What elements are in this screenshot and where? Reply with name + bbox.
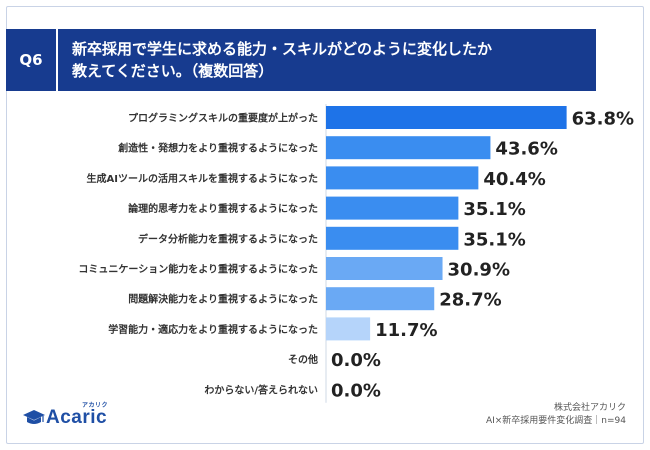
- category-label: コミュニケーション能力をより重視するようになった: [78, 263, 318, 276]
- bar: [326, 226, 459, 250]
- value-label: 63.8%: [572, 109, 634, 130]
- question-title: 新卒採用で学生に求める能力・スキルがどのように変化したか 教えてください。（複数…: [58, 29, 596, 91]
- value-label: 40.4%: [483, 169, 545, 190]
- bar: [326, 136, 491, 160]
- bar: [326, 166, 479, 190]
- category-label: 論理的思考力をより重視するようになった: [128, 202, 318, 215]
- bar: [326, 196, 459, 220]
- value-label: 11.7%: [375, 320, 437, 341]
- category-label: 生成AIツールの活用スキルを重視するようになった: [87, 172, 318, 185]
- value-label: 43.6%: [495, 139, 557, 160]
- footer-company: 株式会社アカリク: [553, 403, 626, 413]
- question-title-line-2: 教えてください。（複数回答）: [72, 62, 274, 80]
- footer-survey: AI×新卒採用要件変化調査｜n=94: [485, 416, 626, 426]
- footer-credit: 株式会社アカリク AI×新卒採用要件変化調査｜n=94: [486, 402, 626, 428]
- category-label: プログラミングスキルの重要度が上がった: [128, 112, 318, 125]
- logo-wordmark: Acaric アカリク: [46, 402, 108, 429]
- value-label: 35.1%: [463, 199, 525, 220]
- value-label: 28.7%: [439, 290, 501, 311]
- value-label: 30.9%: [448, 260, 510, 281]
- category-label: 学習能力・適応力をより重視するようになった: [108, 323, 318, 336]
- bar: [326, 287, 435, 311]
- value-label: 35.1%: [463, 229, 525, 250]
- category-label: データ分析能力を重視するようになった: [138, 232, 318, 245]
- graduation-cap-icon: [23, 410, 45, 424]
- value-label: 0.0%: [331, 380, 381, 401]
- bar: [326, 257, 443, 280]
- logo-ruby: アカリク: [82, 402, 109, 409]
- category-label: その他: [288, 353, 318, 366]
- category-label: わからない/答えられない: [204, 383, 318, 396]
- question-badge: Q6: [6, 29, 56, 91]
- bar: [326, 317, 371, 341]
- bar: [326, 106, 567, 129]
- question-title-line-1: 新卒採用で学生に求める能力・スキルがどのように変化したか: [72, 40, 493, 58]
- chart-bars: プログラミングスキルの重要度が上がった 63.8% 創造性・発想力をより重視するよう…: [78, 106, 634, 401]
- logo-name: Acaric: [46, 407, 108, 428]
- logo: Acaric アカリク: [22, 402, 108, 429]
- category-label: 創造性・発想力をより重視するようになった: [117, 142, 318, 155]
- category-label: 問題解決能力をより重視するようになった: [128, 293, 318, 306]
- value-label: 0.0%: [331, 350, 381, 371]
